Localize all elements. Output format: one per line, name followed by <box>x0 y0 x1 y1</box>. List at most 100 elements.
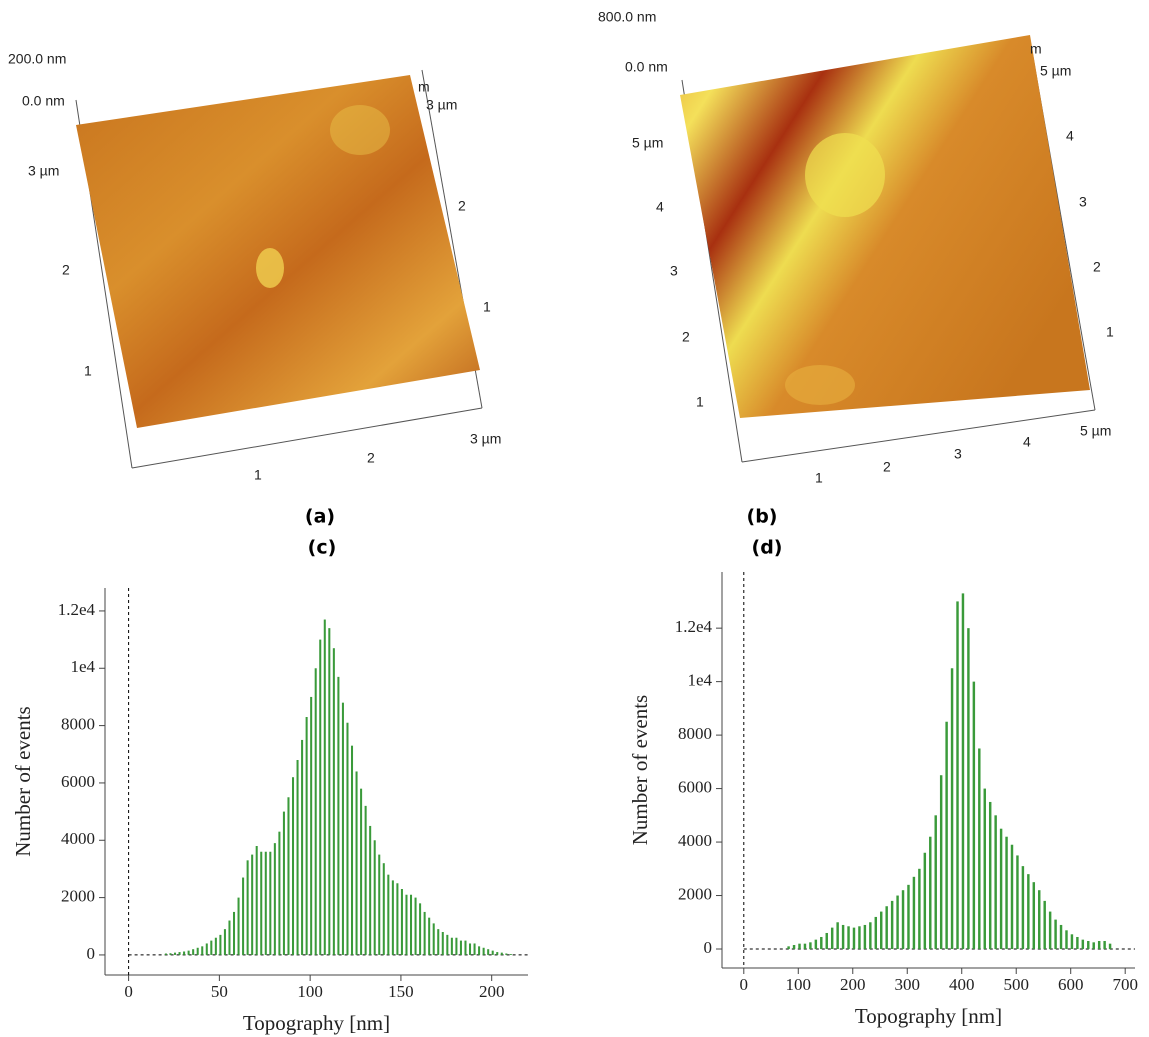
bar <box>999 828 1003 950</box>
surface <box>76 75 480 428</box>
bar <box>972 681 976 950</box>
surface-feature <box>785 365 855 405</box>
y-tick-label: 0 <box>87 944 96 963</box>
bar <box>929 836 932 950</box>
bar <box>1092 942 1095 950</box>
bar <box>169 953 172 955</box>
bar <box>798 943 801 950</box>
x-tick-label: 100 <box>786 975 812 994</box>
surface <box>680 35 1090 418</box>
y-tick-label: 4000 <box>678 831 712 850</box>
x-tick-label: 600 <box>1058 975 1084 994</box>
bar <box>814 939 818 950</box>
x-tick-label: 50 <box>211 982 228 1001</box>
bar <box>830 927 834 950</box>
y-tick-label: 6000 <box>678 777 712 796</box>
bar <box>836 922 839 950</box>
bar <box>1087 940 1090 950</box>
tick-label: 4 <box>1023 434 1031 450</box>
bar <box>264 851 267 955</box>
bar <box>382 863 385 955</box>
x-tick-label: 200 <box>479 982 505 1001</box>
bar <box>423 911 426 955</box>
tick-label: 1 <box>815 470 823 486</box>
x-axis-label: Topography [nm] <box>855 1004 1002 1028</box>
tick-label: 1 <box>483 299 491 315</box>
z-label: 200.0 nm <box>8 51 66 67</box>
y-tick-label: 1e4 <box>70 657 95 676</box>
bar <box>825 932 828 950</box>
bar <box>890 900 894 950</box>
bar <box>1021 866 1025 950</box>
bar <box>223 929 226 955</box>
bar <box>491 950 494 955</box>
tick-label: 2 <box>1093 259 1101 275</box>
tick-label: 3 <box>1079 194 1087 210</box>
tick-label: 5 µm <box>1080 423 1111 439</box>
bar <box>228 920 231 955</box>
bar <box>880 911 883 950</box>
tick-label: 5 µm <box>632 135 663 151</box>
bar <box>455 937 458 955</box>
y-tick-label: 1.2e4 <box>675 617 713 636</box>
y-axis-label: Number of events <box>11 706 35 856</box>
x-tick-label: 150 <box>388 982 414 1001</box>
bar <box>1038 890 1041 950</box>
bar <box>314 668 317 955</box>
tick-label: 1 <box>1106 324 1114 340</box>
bar <box>164 953 167 955</box>
bar <box>478 946 481 955</box>
bar <box>178 952 181 955</box>
tick-label: 3 µm <box>470 431 501 447</box>
bar <box>232 911 236 955</box>
bar <box>332 648 335 955</box>
chart-title: (d) <box>752 537 783 559</box>
x-tick-label: 0 <box>740 975 749 994</box>
bar <box>409 894 413 955</box>
bar <box>459 940 462 955</box>
bar <box>269 851 272 955</box>
bar <box>319 639 322 955</box>
bar <box>1065 930 1068 950</box>
bar <box>419 903 422 955</box>
bar <box>387 874 390 955</box>
bar <box>1054 919 1057 950</box>
tick-label: 1 <box>696 394 704 410</box>
bar <box>994 815 997 950</box>
bar <box>918 868 921 950</box>
surface-feature <box>330 105 390 155</box>
bar <box>428 917 431 955</box>
bar <box>310 696 313 955</box>
bar <box>496 952 499 955</box>
y-tick-label: 6000 <box>61 772 95 791</box>
bar <box>246 860 249 955</box>
bar <box>441 932 444 955</box>
z-label: 0.0 nm <box>22 93 65 109</box>
bar <box>803 943 807 950</box>
bar <box>437 929 440 955</box>
y-tick-label: 2000 <box>61 887 95 906</box>
x-tick-label: 400 <box>949 975 975 994</box>
bar <box>907 884 910 950</box>
caption: (b) <box>747 506 778 528</box>
y-tick-label: 0 <box>704 938 713 957</box>
bar <box>391 880 394 955</box>
bar <box>1070 934 1074 950</box>
bar <box>863 924 867 950</box>
bar <box>255 846 258 955</box>
bar <box>242 877 245 955</box>
y-tick-label: 4000 <box>61 829 95 848</box>
y-tick-label: 2000 <box>678 884 712 903</box>
tick-label: 3 µm <box>426 97 457 113</box>
chart: (d)Topography [nm]Number of events020004… <box>628 537 1138 1028</box>
bar <box>1076 936 1079 950</box>
tick-label: 2 <box>62 262 70 278</box>
bar <box>896 895 899 950</box>
bar <box>328 628 331 955</box>
chart-title: (c) <box>308 537 337 559</box>
bar <box>260 851 263 955</box>
tick-label: 2 <box>458 198 466 214</box>
bar <box>337 676 340 955</box>
x-tick-label: 100 <box>297 982 323 1001</box>
